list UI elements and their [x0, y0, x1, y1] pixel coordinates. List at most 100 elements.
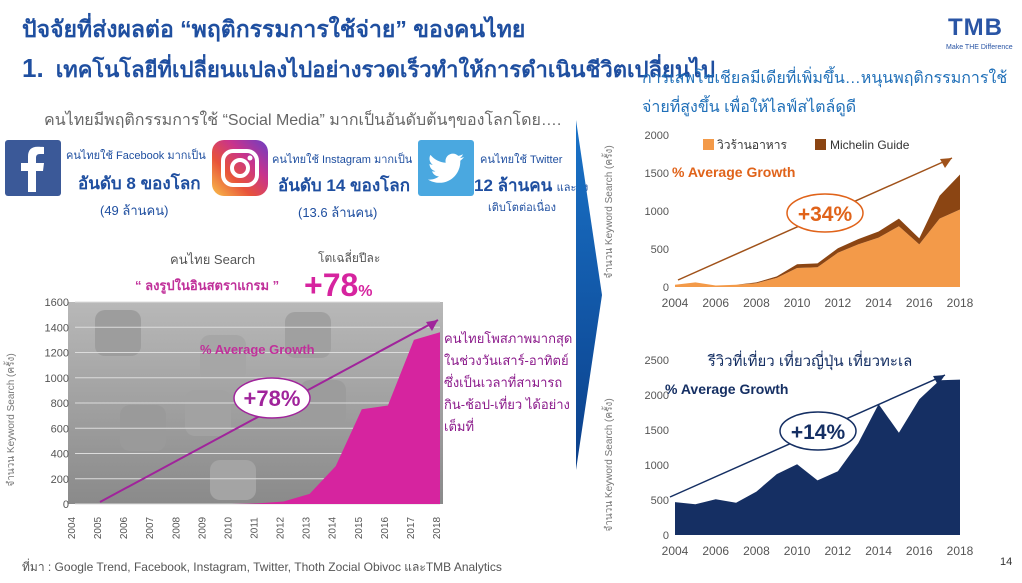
x-tick-label: 2010 — [223, 516, 234, 539]
left-growth-label: % Average Growth — [200, 342, 315, 357]
y-tick-label: 600 — [51, 423, 69, 435]
left-growth-bubble-value: +78% — [244, 386, 301, 411]
y-tick-label: 1000 — [645, 206, 669, 218]
x-tick-label: 2018 — [947, 296, 974, 310]
x-tick-label: 2014 — [865, 296, 892, 310]
growth-value: +78% — [304, 267, 373, 303]
weekend-note-line: ในช่วงวันเสาร์-อาทิตย์ — [444, 353, 569, 368]
travel-review-chart: 0 500 1000 1500 2000 2500 2004 2006 2008 2010 201… — [601, 350, 974, 558]
instagram-icon — [212, 140, 268, 196]
instagram-rank: อันดับ 14 ของโลก — [278, 176, 410, 195]
instagram-line1: คนไทยใช้ Instagram มากเป็น — [272, 154, 413, 166]
x-tick-label: 2011 — [250, 517, 261, 539]
x-tick-label: 2004 — [67, 516, 78, 539]
x-tick-label: 2016 — [906, 296, 933, 310]
x-tick-label: 2010 — [784, 544, 811, 558]
twitter-users-count: 12 ล้านคน — [474, 176, 553, 195]
x-tick-label: 2012 — [276, 516, 287, 539]
y-tick-label: 1200 — [45, 348, 69, 360]
y-tick-label: 2000 — [645, 130, 669, 142]
twitter-icon — [418, 140, 474, 196]
x-tick-label: 2012 — [825, 544, 852, 558]
legend-label-restaurant: วิวร้านอาหาร — [717, 138, 788, 152]
y-tick-label: 1000 — [645, 460, 669, 472]
twitter-line1: คนไทยใช้ Twitter — [480, 154, 563, 166]
lead-text: คนไทยมีพฤติกรรมการใช้ “Social Media” มาก… — [44, 112, 562, 129]
left-chart-ylabel: จำนวน Keyword Search (ครั้ง) — [3, 353, 17, 486]
y-tick-label: 1000 — [45, 373, 69, 385]
x-tick-label: 2016 — [380, 516, 391, 539]
x-tick-label: 2004 — [662, 544, 689, 558]
legend-swatch-restaurant — [703, 139, 714, 150]
x-tick-label: 2007 — [145, 516, 156, 539]
x-tick-label: 2008 — [743, 544, 770, 558]
x-tick-label: 2017 — [406, 516, 417, 539]
x-tick-label: 2018 — [947, 544, 974, 558]
rb-chart-ylabel: จำนวน Keyword Search (ครั้ง) — [601, 398, 615, 531]
weekend-note: คนไทยโพสภาพมากสุด ในช่วงวันเสาร์-อาทิตย์… — [444, 328, 572, 438]
x-tick-label: 2013 — [302, 516, 313, 539]
series-area-1 — [675, 209, 960, 287]
instagram-users: (13.6 ล้านคน) — [298, 205, 378, 220]
y-tick-label: 400 — [51, 449, 69, 461]
y-tick-label: 2000 — [645, 390, 669, 402]
x-tick-label: 2009 — [197, 516, 208, 539]
restaurant-review-chart: 0 500 1000 1500 2000 2004 2006 2008 2010 2012 201… — [601, 130, 974, 310]
y-tick-label: 500 — [651, 244, 669, 256]
x-tick-label: 2006 — [702, 544, 729, 558]
facebook-icon — [5, 140, 61, 196]
facebook-users: (49 ล้านคน) — [100, 203, 169, 218]
series-area-1 — [75, 332, 440, 504]
section-subtitle: 1. เทคโนโลยีที่เปลี่ยนแปลงไปอย่างรวดเร็วท… — [22, 52, 715, 87]
search-term: “ ลงรูปในอินสตราแกรม ” — [135, 277, 279, 294]
left-growth-bubble — [233, 377, 311, 419]
rt-trend-arrowhead — [940, 158, 952, 168]
tmb-logo-tagline: Make THE Difference — [946, 44, 1013, 51]
y-tick-label: 200 — [51, 474, 69, 486]
chevron-arrow-icon — [576, 120, 602, 470]
page-title: ปัจจัยที่ส่งผลต่อ “พฤติกรรมการใช้จ่าย” ข… — [22, 16, 526, 42]
rb-growth-bubble-value: +14% — [791, 421, 846, 444]
x-tick-label: 2005 — [93, 516, 104, 539]
rb-growth-label: % Average Growth — [665, 381, 788, 397]
rt-chart-ylabel: จำนวน Keyword Search (ครั้ง) — [601, 145, 615, 278]
twitter-users: 12 ล้านคน และยัง — [474, 172, 588, 199]
x-tick-label: 2016 — [906, 544, 933, 558]
x-tick-label: 2012 — [825, 296, 852, 310]
x-tick-label: 2006 — [119, 516, 130, 539]
page-number: 14 — [1000, 556, 1013, 568]
y-tick-label: 0 — [663, 282, 669, 294]
x-tick-label: 2018 — [432, 516, 443, 539]
instagram-search-chart: 0 200 400 600 800 1000 1200 1400 1600 2004 2005 20… — [3, 249, 443, 539]
x-tick-label: 2006 — [702, 296, 729, 310]
x-tick-label: 2014 — [328, 516, 339, 539]
rt-growth-bubble — [786, 193, 864, 233]
x-tick-label: 2015 — [354, 516, 365, 539]
rb-chart-title: รีวิวที่เที่ยว เที่ยวญี่ปุ่น เที่ยวทะเล — [707, 350, 913, 371]
y-tick-label: 500 — [651, 495, 669, 507]
y-tick-label: 1600 — [45, 297, 69, 309]
y-tick-label: 1400 — [45, 322, 69, 334]
left-trend-arrowhead — [426, 320, 438, 331]
weekend-note-line: ซึ่งเป็นเวลาที่สามารถ — [444, 375, 563, 390]
weekend-note-line: เต็มที่ — [444, 419, 475, 434]
legend-swatch-michelin — [815, 139, 826, 150]
x-tick-label: 2008 — [171, 516, 182, 539]
search-label: คนไทย Search — [170, 252, 255, 267]
series-area-1 — [675, 379, 960, 535]
x-tick-label: 2010 — [784, 296, 811, 310]
growth-label: โตเฉลี่ยปีละ — [318, 249, 380, 265]
rb-growth-bubble — [779, 411, 857, 451]
rt-growth-bubble-value: +34% — [798, 203, 853, 226]
y-tick-label: 1500 — [645, 168, 669, 180]
weekend-note-line: กิน-ช้อป-เที่ยว ได้อย่าง — [444, 397, 570, 412]
tmb-logo: TMB — [948, 14, 1003, 41]
x-tick-label: 2004 — [662, 296, 689, 310]
y-tick-label: 1500 — [645, 425, 669, 437]
y-tick-label: 0 — [663, 530, 669, 542]
section-subtitle-text: เทคโนโลยีที่เปลี่ยนแปลงไปอย่างรวดเร็วทำใ… — [55, 57, 715, 82]
right-headline: การเสพโซเชียลมีเดียที่เพิ่มขึ้น…หนุนพฤติ… — [642, 70, 1008, 116]
y-tick-label: 2500 — [645, 355, 669, 367]
y-tick-label: 800 — [51, 398, 69, 410]
rb-trend-arrowhead — [933, 375, 945, 385]
